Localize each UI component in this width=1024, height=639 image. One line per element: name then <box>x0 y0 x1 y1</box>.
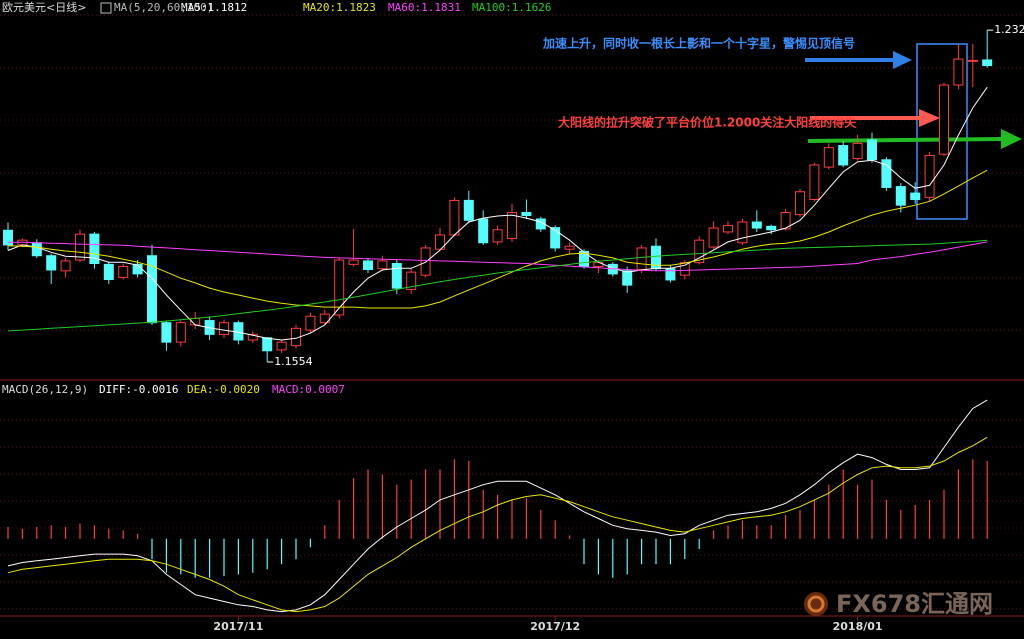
highlight-box <box>916 43 968 220</box>
candle-body <box>75 233 85 261</box>
legend-entry: MA20:1.1823 <box>303 1 376 14</box>
candle-body <box>363 260 373 271</box>
candle-body <box>636 247 647 271</box>
candle-body <box>247 333 258 341</box>
candle-body <box>708 227 719 248</box>
candle-body <box>881 159 892 188</box>
candle-body <box>939 84 949 155</box>
x-tick-label: 2017/11 <box>213 620 263 633</box>
ma-line <box>7 239 988 332</box>
watermark: FX678汇通网 <box>836 590 993 618</box>
candle-body <box>564 245 575 250</box>
candle-body <box>737 221 748 244</box>
legend-entry: MACD:0.0007 <box>272 383 345 396</box>
watermark-logo <box>804 592 828 616</box>
candle-body <box>953 58 964 86</box>
candle-body <box>348 259 359 265</box>
arrow-head <box>919 109 940 127</box>
ma-line <box>8 241 988 272</box>
candle-body <box>723 224 733 233</box>
candle-body <box>838 145 849 166</box>
candle-body <box>535 218 546 230</box>
candle-body <box>823 147 834 168</box>
legend-entry: MA100:1.1626 <box>472 1 551 14</box>
candle-body <box>449 199 460 236</box>
candle-body <box>262 337 273 352</box>
note: 加速上升，同时收一根长上影和一个十字星，警惕见顶信号 <box>542 36 855 51</box>
logo-ring <box>807 595 825 613</box>
candle-body <box>175 322 186 343</box>
candle-body <box>478 218 489 244</box>
candle-body <box>895 186 906 206</box>
legend-entry: DEA:-0.0020 <box>187 383 260 396</box>
x-tick-label: 2018/01 <box>833 620 883 633</box>
macd-line <box>7 436 988 613</box>
candle-body <box>435 234 445 250</box>
candle-body <box>795 191 805 216</box>
candle-body <box>46 255 57 271</box>
macd-line <box>7 399 988 613</box>
annotation-label: 1.2322 <box>994 23 1024 36</box>
candle-body <box>982 59 993 67</box>
candle-body <box>319 313 330 324</box>
legend-entry: DIFF:-0.0016 <box>99 383 178 396</box>
candle-body <box>219 322 229 335</box>
arrow-head <box>893 51 912 69</box>
candle-body <box>622 270 633 286</box>
candle-body <box>780 212 791 230</box>
candle-body <box>60 260 71 272</box>
green-arrow <box>807 129 1022 149</box>
legend-entry: MA5:1.1812 <box>181 1 247 14</box>
candle-body <box>103 263 114 280</box>
candle-body <box>809 164 820 201</box>
note: 大阳线的拉升突破了平台价位1.2000关注大阳线的得失 <box>558 115 857 130</box>
candle-body <box>118 266 129 278</box>
candle-body <box>391 262 402 289</box>
candle-body <box>276 341 287 351</box>
x-tick-label: 2017/12 <box>530 620 580 633</box>
candle-body <box>507 212 517 239</box>
annotation-label: 1.1554 <box>274 355 313 368</box>
candle-body <box>924 154 935 198</box>
candle-body <box>463 199 474 221</box>
candle-body <box>3 229 13 246</box>
red-arrow <box>810 109 940 127</box>
candle-body <box>521 212 532 217</box>
blue-arrow <box>805 51 912 69</box>
arrow-shaft <box>807 137 1005 143</box>
candle-body <box>31 242 42 257</box>
chart-title: 欧元美元<日线> <box>2 0 86 14</box>
indicator-title: MACD(26,12,9) <box>2 383 88 396</box>
candle-body <box>334 259 345 316</box>
ma-line <box>7 86 988 341</box>
indicator-icon <box>100 2 112 14</box>
candle-body <box>550 227 561 249</box>
candle-body <box>910 192 921 201</box>
candle-body <box>694 239 705 264</box>
candle-body <box>406 271 417 290</box>
candle-body <box>89 233 100 264</box>
candle-body <box>967 59 978 62</box>
candle-body <box>766 225 777 231</box>
indicator-label: MA(5,20,60,100) <box>114 1 213 14</box>
candle-body <box>492 229 503 243</box>
legend-entry: MA60:1.1831 <box>388 1 461 14</box>
ma-line <box>7 169 988 309</box>
candle-body <box>852 142 863 159</box>
candle-body <box>867 139 877 161</box>
candle-body <box>679 262 690 276</box>
candle-body <box>305 315 316 331</box>
candle-body <box>377 260 388 270</box>
arrow-head <box>1001 129 1022 149</box>
candle-body <box>161 322 172 343</box>
candle-body <box>751 221 762 229</box>
